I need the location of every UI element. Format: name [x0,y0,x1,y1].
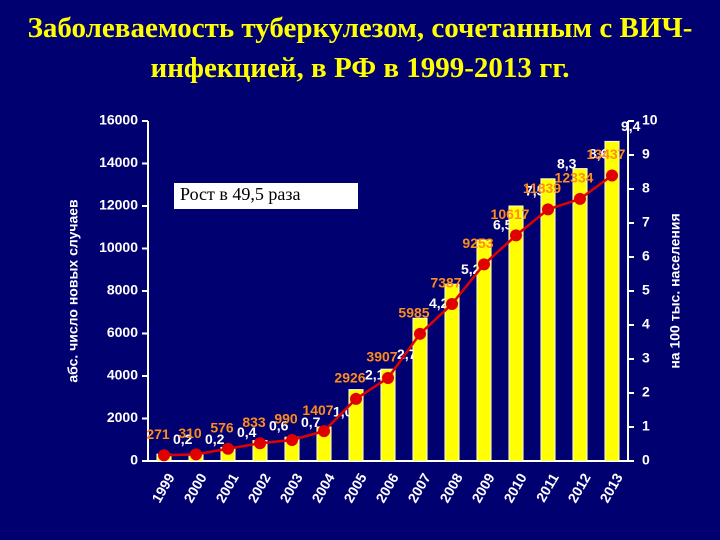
line-value-label: 10617 [491,206,530,222]
line-value-label: 13437 [587,146,626,162]
bar-value-label: 6,5 [493,217,513,233]
line-marker [478,258,490,271]
line-marker [318,425,330,438]
bar-value-label: 8,6 [589,145,609,161]
x-tick-label: 2013 [596,470,626,505]
x-tick-label: 2007 [404,470,434,505]
x-tick-label: 2009 [468,470,498,505]
y2-axis-label: на 100 тыс. населения [667,213,683,368]
line-value-label: 3907 [366,349,397,365]
line-value-label: 833 [242,414,266,430]
y-tick-label: 4000 [107,367,138,383]
bar-value-label: 9,4 [621,118,641,134]
y-tick-label: 14000 [99,154,138,170]
x-tick-label: 2010 [500,470,530,505]
x-tick-label: 2000 [180,470,210,505]
bar-value-label: 0,6 [269,417,289,433]
line-marker [254,437,266,450]
bar [444,283,460,462]
line-marker [222,442,234,455]
line-value-label: 7387 [430,275,461,291]
bar [348,389,364,462]
y2-tick-label: 7 [642,214,650,230]
line-value-label: 11839 [523,180,561,196]
annotation: Рост в 49,5 раза [180,184,300,204]
bar-value-label: 8,3 [557,156,577,172]
line-marker [510,229,522,242]
chart-title: Заболеваемость туберкулезом, сочетанным … [27,12,693,84]
x-tick-label: 2003 [276,470,306,505]
y2-tick-label: 9 [642,146,650,162]
bar-value-label: 7,5 [525,183,545,199]
line-marker [606,169,618,182]
y2-tick-label: 0 [642,452,650,468]
line-marker [382,371,394,384]
line-marker [574,192,586,205]
x-tick-label: 1999 [148,470,178,505]
bar [412,317,428,462]
line-value-label: 576 [210,419,234,435]
bar [540,178,556,462]
line-marker [190,448,202,461]
y-tick-label: 12000 [99,197,138,213]
y-tick-label: 16000 [99,112,138,128]
line-value-label: 5985 [398,305,429,321]
annotation-box [174,183,358,209]
bar [380,368,396,462]
y2-tick-label: 10 [642,112,658,128]
line-value-label: 310 [178,425,202,441]
line-value-label: 2926 [334,370,365,386]
line-value-label: 990 [274,411,298,427]
y-tick-label: 6000 [107,324,138,340]
bar-value-label: 4,2 [429,295,449,311]
line-marker [446,298,458,311]
line-value-label: 1407 [302,402,333,418]
x-tick-label: 2011 [533,470,562,504]
x-tick-label: 2002 [244,470,274,505]
bar-value-label: 0,7 [301,414,321,430]
line-marker [542,203,554,216]
line-value-label: 9253 [462,235,493,251]
y2-tick-label: 6 [642,248,650,264]
bar [508,205,524,462]
line-marker [158,449,170,462]
y2-tick-label: 5 [642,282,650,298]
y-tick-label: 0 [130,452,138,468]
bar [476,239,492,462]
line-value-label: 12334 [555,170,594,186]
x-tick-label: 2001 [212,470,242,505]
y2-tick-label: 3 [642,350,650,366]
line-value-label: 271 [146,426,170,442]
bar [572,168,588,462]
y-tick-label: 2000 [107,409,138,425]
y-axis-label: абс. число новых случаев [65,199,81,383]
line-marker [350,392,362,405]
y2-tick-label: 8 [642,180,650,196]
x-tick-label: 2005 [340,470,370,505]
x-tick-label: 2012 [564,470,594,505]
bar-value-label: 0,2 [173,431,193,447]
line-marker [286,433,298,446]
y2-tick-label: 4 [642,316,650,332]
x-tick-label: 2006 [372,470,402,505]
y-tick-label: 8000 [107,282,138,298]
bar [604,140,620,462]
y2-tick-label: 1 [642,418,650,434]
x-tick-label: 2008 [436,470,466,505]
y-tick-label: 10000 [99,239,138,255]
x-tick-label: 2004 [308,470,338,505]
y2-tick-label: 2 [642,384,650,400]
bar-value-label: 2,1 [365,366,385,382]
line-marker [414,327,426,340]
bar-value-label: 0,2 [205,431,225,447]
bar-value-label: 0,4 [237,424,257,440]
